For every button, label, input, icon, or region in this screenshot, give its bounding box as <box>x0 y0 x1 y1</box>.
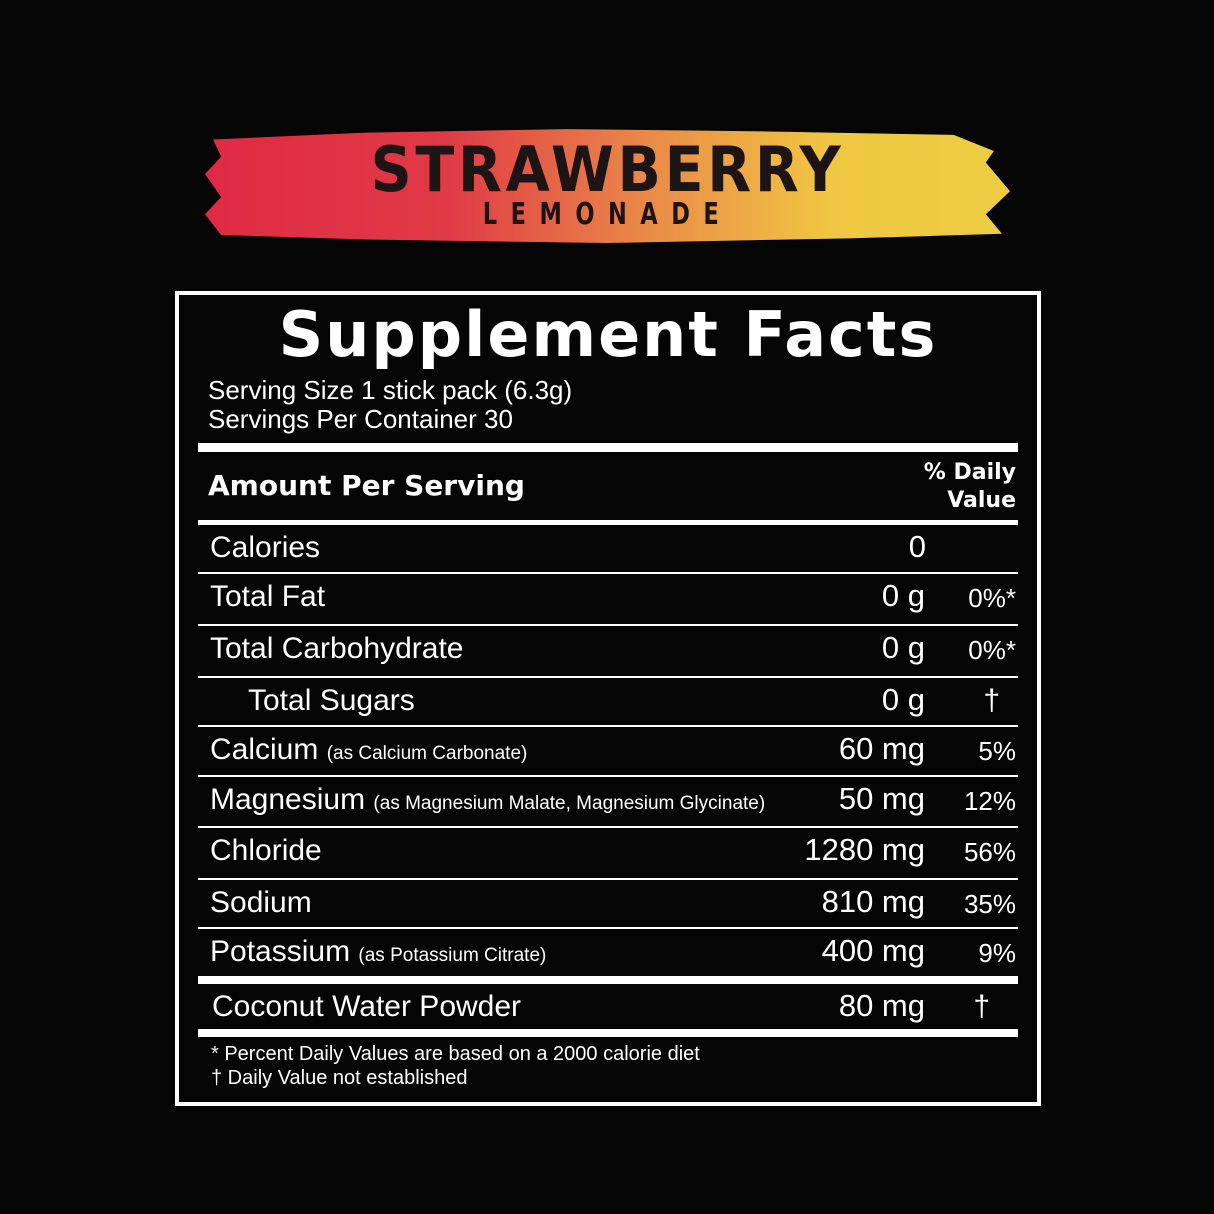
flavor-banner <box>205 129 1010 243</box>
nutrient-label: Total Sugars <box>248 684 415 717</box>
serving-size: Serving Size 1 stick pack (6.3g) <box>208 375 573 405</box>
divider-thick <box>198 443 1018 452</box>
nutrient-daily-value: 56% <box>963 837 1016 867</box>
nutrient-amount: 0 <box>908 529 926 564</box>
row-divider <box>198 927 1018 929</box>
nutrient-label: Calcium <box>210 733 319 766</box>
nutrient-source: (as Magnesium Malate, Magnesium Glycinat… <box>373 793 766 814</box>
nutrient-label: Total Carbohydrate <box>210 632 464 665</box>
nutrient-amount: 0 g <box>881 682 925 717</box>
dv-header-2: Value <box>947 488 1016 513</box>
nutrient-amount: 1280 mg <box>804 832 925 867</box>
footnote-percent: * Percent Daily Values are based on a 20… <box>211 1043 700 1065</box>
nutrient-label: Calories <box>210 531 321 564</box>
supplement-facts-panel <box>175 291 1041 1106</box>
row-divider <box>198 826 1018 828</box>
nutrient-row: Calcium (as Calcium Carbonate) 60 mg 5% <box>198 727 1018 775</box>
nutrient-row: Total Carbohydrate 0 g 0%* <box>198 626 1018 674</box>
divider-thick <box>198 976 1018 984</box>
nutrient-amount: 400 mg <box>821 933 925 968</box>
flavor-title: STRAWBERRY <box>370 133 845 206</box>
nutrient-name: Coconut Water Powder <box>212 990 521 1024</box>
nutrient-daily-value: 35% <box>963 889 1016 919</box>
servings-per-container: Servings Per Container 30 <box>208 404 513 434</box>
nutrient-daily-value: † <box>973 990 990 1023</box>
row-divider <box>198 676 1018 678</box>
amount-header: Amount Per Serving <box>208 469 525 502</box>
nutrient-row: Chloride 1280 mg 56% <box>198 828 1018 876</box>
nutrient-daily-value: 5% <box>978 736 1016 766</box>
nutrient-source: (as Potassium Citrate) <box>358 945 547 966</box>
nutrient-daily-value: 0%* <box>968 635 1016 665</box>
nutrient-label: Chloride <box>210 834 322 867</box>
nutrient-name: Sodium <box>210 886 312 920</box>
nutrient-daily-value: † <box>983 684 1000 717</box>
flavor-subtitle: LEMONADE <box>482 197 733 232</box>
row-divider <box>198 775 1018 777</box>
nutrient-row: Potassium (as Potassium Citrate) 400 mg 9% <box>198 929 1018 977</box>
nutrient-row: Coconut Water Powder 80 mg † <box>198 984 1018 1032</box>
row-divider <box>198 624 1018 626</box>
row-divider <box>198 725 1018 727</box>
nutrient-amount: 80 mg <box>838 988 925 1023</box>
divider-thick <box>198 1029 1018 1037</box>
facts-title: Supplement Facts <box>278 298 938 371</box>
nutrient-amount: 810 mg <box>821 884 925 919</box>
nutrient-row: Total Sugars 0 g † <box>198 678 1018 726</box>
nutrient-daily-value: 9% <box>978 938 1016 968</box>
nutrient-name: Total Fat <box>210 580 325 614</box>
nutrient-name: Total Sugars <box>248 684 415 718</box>
nutrient-label: Sodium <box>210 886 312 919</box>
nutrient-name: Magnesium (as Magnesium Malate, Magnesiu… <box>210 783 765 817</box>
nutrient-label: Potassium <box>210 935 351 968</box>
nutrient-daily-value: 12% <box>963 786 1016 816</box>
nutrient-label: Total Fat <box>210 580 326 613</box>
nutrient-label: Coconut Water Powder <box>212 990 522 1023</box>
row-divider <box>198 572 1018 574</box>
nutrient-amount: 50 mg <box>838 781 925 816</box>
nutrient-source: (as Calcium Carbonate) <box>326 743 528 764</box>
nutrient-amount: 0 g <box>881 630 925 665</box>
nutrient-row: Calories 0 <box>198 525 1018 573</box>
nutrient-daily-value: 0%* <box>968 583 1016 613</box>
dv-header-1: % Daily <box>923 460 1016 485</box>
nutrient-label: Magnesium <box>210 783 366 816</box>
row-divider <box>198 878 1018 880</box>
divider-medium <box>198 520 1018 525</box>
nutrient-name: Potassium (as Potassium Citrate) <box>210 935 546 969</box>
nutrient-name: Calories <box>210 531 320 565</box>
nutrient-row: Sodium 810 mg 35% <box>198 880 1018 928</box>
nutrient-amount: 60 mg <box>838 731 925 766</box>
nutrient-name: Chloride <box>210 834 322 868</box>
footnote-dagger: † Daily Value not established <box>211 1067 468 1089</box>
nutrient-amount: 0 g <box>881 578 925 613</box>
nutrient-row: Magnesium (as Magnesium Malate, Magnesiu… <box>198 777 1018 825</box>
nutrient-name: Total Carbohydrate <box>210 632 463 666</box>
nutrient-row: Total Fat 0 g 0%* <box>198 574 1018 622</box>
nutrient-name: Calcium (as Calcium Carbonate) <box>210 733 527 767</box>
